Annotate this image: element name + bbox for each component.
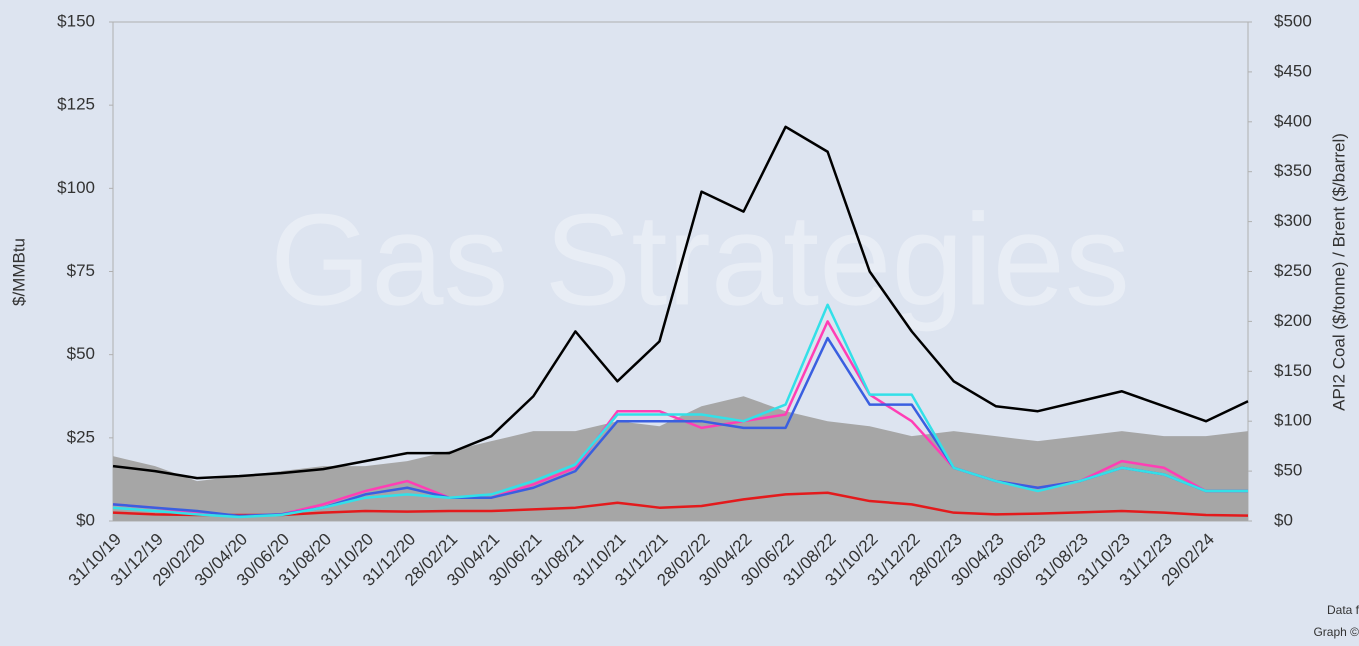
y2-tick-label: $200 [1274,311,1312,330]
line [112,491,1249,517]
line [112,303,1248,519]
y2-tick-label: $350 [1274,161,1312,180]
y2-axis-title: API2 Coal ($/tonne) / Brent ($/barrel) [1329,133,1348,411]
watermark: Gas Strategies [270,186,1130,332]
y2-tick-label: $400 [1274,111,1312,130]
y2-tick-label: $0 [1274,510,1293,529]
y2-tick-label: $250 [1274,261,1312,280]
y2-tick-label: $100 [1274,411,1312,430]
y2-tick-label: $500 [1274,11,1312,30]
y2-tick-label: $50 [1274,461,1302,480]
y-tick-label: $75 [67,261,95,280]
y-tick-label: $150 [57,11,95,30]
y-axis-title: $/MMBtu [9,238,28,306]
y2-tick-label: $450 [1274,61,1312,80]
y2-tick-label: $300 [1274,211,1312,230]
y-tick-label: $0 [76,510,95,529]
y2-tick-label: $150 [1274,361,1312,380]
y-tick-label: $125 [57,95,95,114]
y-tick-label: $25 [67,427,95,446]
y-tick-label: $100 [57,178,95,197]
footer-note: Data f [1327,603,1359,617]
line [112,125,1249,480]
y-tick-label: $50 [67,344,95,363]
footer-note: Graph © [1313,625,1359,639]
